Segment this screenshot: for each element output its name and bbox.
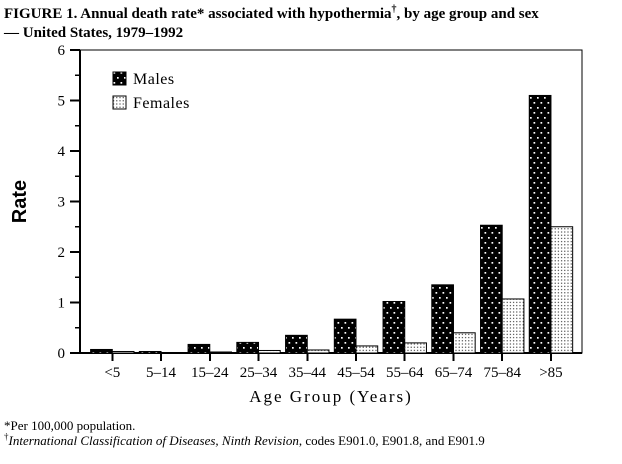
bar-males-3 bbox=[187, 343, 211, 354]
y-tick-label: 4 bbox=[58, 144, 66, 160]
bar-females-3 bbox=[209, 351, 232, 354]
legend-label-females: Females bbox=[133, 95, 190, 112]
title-dagger: † bbox=[391, 4, 397, 15]
figure-title-line2: — United States, 1979–1992 bbox=[4, 25, 184, 41]
bar-females-8 bbox=[452, 332, 476, 354]
x-axis-title: Age Group (Years) bbox=[249, 387, 413, 406]
bar-females-1 bbox=[111, 350, 135, 354]
x-tick-label: 75–84 bbox=[483, 365, 521, 381]
bar-males-5 bbox=[285, 334, 308, 354]
y-tick-label: 3 bbox=[58, 195, 66, 211]
bar-males-10 bbox=[528, 94, 552, 354]
footnote-population: *Per 100,000 population. bbox=[4, 418, 136, 433]
bar-males-1 bbox=[90, 348, 113, 354]
bar-males-9 bbox=[480, 224, 503, 354]
y-axis-title: Rate bbox=[9, 180, 31, 223]
bar-males-2 bbox=[138, 350, 162, 354]
x-tick-label: 15–24 bbox=[191, 365, 229, 381]
title-part-1: FIGURE 1. Annual death rate* associated … bbox=[4, 6, 392, 22]
figure-title: FIGURE 1. Annual death rate* associated … bbox=[4, 5, 619, 43]
legend-label-males: Males bbox=[133, 71, 175, 88]
bar-females-6 bbox=[355, 345, 379, 354]
footnote-icd-codes: , codes E901.0, E901.8, and E901.9 bbox=[298, 433, 485, 448]
y-tick-label: 6 bbox=[58, 43, 66, 59]
bar-males-8 bbox=[431, 284, 454, 354]
x-tick-label: 25–34 bbox=[240, 365, 278, 381]
bar-females-7 bbox=[404, 342, 427, 354]
legend-swatch-females bbox=[112, 95, 127, 110]
footnotes: *Per 100,000 population. †International … bbox=[4, 418, 619, 448]
bar-females-2 bbox=[160, 351, 184, 354]
y-tick-label: 2 bbox=[58, 245, 66, 261]
x-tick-label: 55–64 bbox=[386, 365, 424, 381]
title-part-2: , by age group and sex bbox=[396, 6, 539, 22]
bar-females-9 bbox=[501, 298, 525, 354]
y-tick-label: 5 bbox=[58, 94, 66, 110]
y-tick-label: 1 bbox=[58, 296, 66, 312]
bar-males-4 bbox=[236, 341, 260, 354]
figure-title-text: FIGURE 1. Annual death rate* associated … bbox=[4, 5, 619, 24]
legend-swatch-males bbox=[112, 71, 127, 86]
footnote-icd: †International Classification of Disease… bbox=[4, 431, 619, 448]
x-tick-label: <5 bbox=[104, 365, 120, 381]
bar-females-4 bbox=[258, 349, 281, 354]
x-tick-label: 5–14 bbox=[146, 365, 177, 381]
bar-males-7 bbox=[382, 300, 406, 354]
footnote-icd-title: International Classification of Diseases… bbox=[8, 433, 299, 448]
x-tick-label: >85 bbox=[539, 365, 562, 381]
bar-females-5 bbox=[306, 349, 330, 354]
x-tick-label: 45–54 bbox=[337, 365, 375, 381]
bar-females-10 bbox=[550, 226, 574, 354]
footnote-dagger: † bbox=[4, 431, 9, 442]
x-tick-label: 35–44 bbox=[289, 365, 327, 381]
bar-males-6 bbox=[333, 318, 357, 354]
y-tick-label: 0 bbox=[58, 346, 66, 362]
x-tick-label: 65–74 bbox=[435, 365, 473, 381]
